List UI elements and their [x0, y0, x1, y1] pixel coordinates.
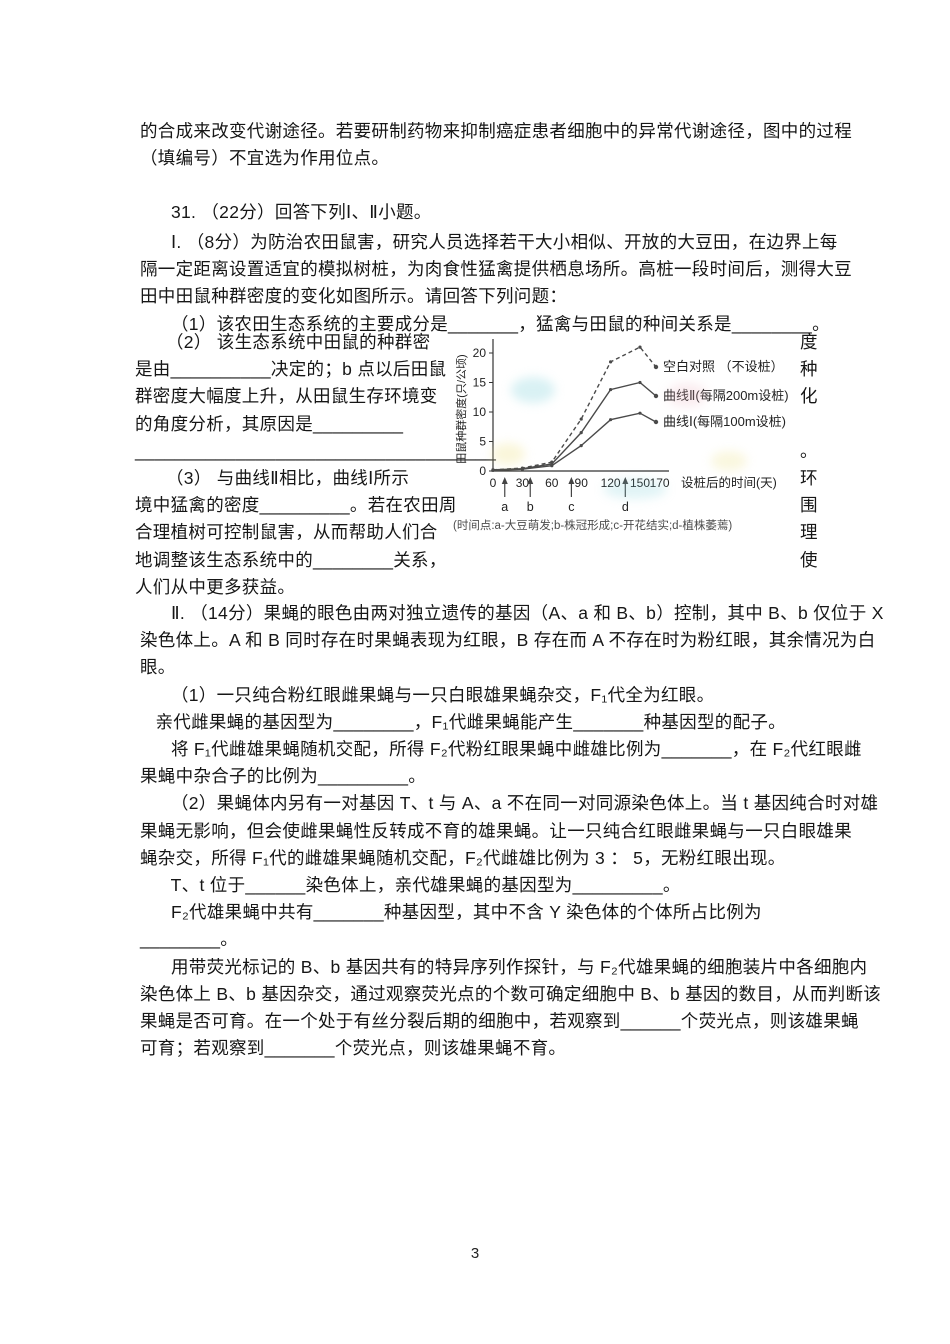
wrap-right-column: 度种化。环围理使 — [800, 329, 824, 601]
text-line: （3） 与曲线Ⅱ相比，曲线Ⅰ所示 — [135, 468, 410, 489]
x-tick-label: 60 — [545, 476, 559, 490]
text-line: F₂代雄果蝇中共有_______种基因型，其中不含 Y 染色体的个体所占比例为 — [140, 902, 762, 923]
y-tick-label: 15 — [473, 376, 487, 390]
text-line: （填编号）不宜选为作用位点。 — [140, 148, 390, 169]
text-line: （1）一只纯合粉红眼雌果蝇与一只白眼雄果蝇杂交，F₁代全为红眼。 — [140, 684, 715, 705]
text-line: 染色体上 B、b 基因杂交，通过观察荧光点的个数可确定细胞中 B、b 基因的数目… — [140, 983, 882, 1004]
text-line: 用带荧光标记的 B、b 基因共有的特异序列作探针，与 F₂代雄果蝇的细胞装片中各… — [140, 956, 868, 977]
text-line: Ⅱ. （14分）果蝇的眼色由两对独立遗传的基因（A、a 和 B、b）控制，其中 … — [140, 603, 884, 623]
wrap-left-column: （2） 该生态系统中田鼠的种群密 是由__________决定的；b 点以后田鼠群… — [135, 329, 497, 601]
x-tick-label: 90 — [575, 476, 589, 490]
y-tick-label: 5 — [479, 435, 486, 449]
text-line: 合理植树可控制鼠害，从而帮助人们合 — [135, 522, 438, 543]
text-line — [800, 574, 824, 601]
y-tick-label: 0 — [479, 464, 486, 478]
event-label: b — [527, 500, 534, 514]
text-line: 是由__________决定的；b 点以后田鼠 — [135, 359, 447, 380]
text-line: 度 — [800, 332, 818, 352]
event-arrow-icon — [527, 477, 534, 484]
x-tick-label: 120 — [601, 476, 621, 490]
text-line: 亲代雌果蝇的基因型为________，F₁代雌果蝇能产生_______种基因型的… — [140, 711, 786, 732]
part2-paragraphs: Ⅱ. （14分）果蝇的眼色由两对独立遗传的基因（A、a 和 B、b）控制，其中 … — [140, 600, 884, 1062]
text-line: T、t 位于______染色体上，亲代雄果蝇的基因型为_________。 — [140, 875, 681, 896]
text-line: （1）该农田生态系统的主要成分是_______，猛禽与田鼠的种间关系是_____… — [140, 313, 830, 334]
population-density-figure: 0 5 10 15 20 0 30 60 90 120 150 170 设桩后的时间(天) 田鼠种群密度(… — [453, 331, 803, 576]
legend-anchor-dot — [653, 364, 659, 370]
text-line — [800, 411, 824, 438]
text-line: 围 — [800, 495, 818, 516]
legend-label: 曲线Ⅰ(每隔100m设桩) — [663, 414, 786, 429]
event-label: a — [501, 500, 508, 514]
event-label: c — [568, 500, 574, 514]
text-line: 地调整该生态系统中的________关系， — [135, 549, 447, 570]
text-line: 隔一定距离设置适宜的模拟树桩，为肉食性猛禽提供栖息场所。高桩一段时间后，测得大豆 — [140, 259, 852, 280]
series-line — [492, 346, 657, 471]
text-line: 果蝇无影响，但会使雌果蝇性反转成不育的雄果蝇。让一只纯合红眼雌果蝇与一只白眼雄果 — [140, 820, 852, 841]
part1-intro: Ⅰ. （8分）为防治农田鼠害，研究人员选择若干大小相似、开放的大豆田，在边界上每… — [140, 229, 852, 338]
text-line: 的角度分析，其原因是_________ — [135, 413, 404, 434]
page-number: 3 — [470, 1245, 480, 1262]
series-line — [492, 381, 657, 471]
text-line: （2） 该生态系统中田鼠的种群密 — [135, 332, 431, 352]
y-tick-label: 10 — [473, 405, 487, 419]
text-line: 化 — [800, 386, 818, 407]
text-line: 的合成来改变代谢途径。若要研制药物来抑制癌症患者细胞中的异常代谢途径，图中的过程 — [140, 121, 852, 141]
y-axis-label: 田鼠种群密度(只/公顷) — [454, 354, 468, 463]
text-line: 使 — [800, 549, 818, 570]
x-tick-label: 30 — [516, 476, 530, 490]
text-line: 染色体上。A 和 B 同时存在时果蝇表现为红眼，B 存在而 A 不存在时为粉红眼… — [140, 630, 876, 651]
text-line: 群密度大幅度上升，从田鼠生存环境变 — [135, 386, 438, 407]
intro-paragraph: 的合成来改变代谢途径。若要研制药物来抑制癌症患者细胞中的异常代谢途径，图中的过程… — [140, 118, 852, 172]
event-arrow-icon — [622, 477, 629, 484]
line-chart: 0 5 10 15 20 0 30 60 90 120 150 170 设桩后的时间(天) 田鼠种群密度(… — [454, 339, 789, 514]
event-arrow-icon — [568, 477, 575, 484]
text-line: 种 — [800, 359, 818, 380]
event-arrow-icon — [501, 477, 508, 484]
legend-anchor-dot — [653, 419, 659, 425]
text-line: 蝇杂交，所得 F₁代的雌雄果蝇随机交配，F₂代雌雄比例为 3 ： 5，无粉红眼出… — [140, 847, 786, 868]
text-line: 将 F₁代雌雄果蝇随机交配，所得 F₂代粉红眼果蝇中雌雄比例为_______，在… — [140, 739, 862, 760]
text-line: 理 — [800, 522, 818, 543]
text-line: （2）果蝇体内另有一对基因 T、t 与 A、a 不在同一对同源染色体上。当 t … — [140, 793, 879, 814]
x-tick-label: 170 — [650, 476, 670, 490]
legend-label: 曲线Ⅱ(每隔200m设桩) — [663, 388, 789, 403]
text-line: 田中田鼠种群密度的变化如图所示。请回答下列问题： — [140, 286, 568, 307]
text-line: Ⅰ. （8分）为防治农田鼠害，研究人员选择若干大小相似、开放的大豆田，在边界上每 — [140, 232, 838, 252]
text-line: 人们从中更多获益。 — [135, 576, 296, 597]
y-tick-label: 20 — [473, 346, 487, 360]
text-line: 眼。 — [140, 657, 176, 678]
text-line: ________。 — [140, 929, 239, 950]
x-tick-label: 0 — [490, 476, 497, 490]
question-31-header: 31. （22分）回答下列Ⅰ、Ⅱ小题。 — [140, 202, 432, 222]
x-axis-label: 设桩后的时间(天) — [681, 475, 777, 490]
legend-label: 空白对照 （不设桩） — [663, 359, 784, 374]
figure-wrap-section: （2） 该生态系统中田鼠的种群密 是由__________决定的；b 点以后田鼠群… — [135, 329, 830, 601]
text-line: ____________________________________ — [135, 440, 497, 461]
series-line — [492, 412, 657, 472]
text-line: 境中猛禽的密度_________。若在农田周 — [135, 495, 457, 516]
figure-caption: (时间点:a-大豆萌发;b-株冠形成;c-开花结实;d-植株萎蔫) — [453, 520, 733, 532]
x-tick-label: 150 — [630, 476, 650, 490]
event-label: d — [622, 500, 629, 514]
legend-anchor-dot — [653, 393, 659, 399]
text-line: 果蝇是否可育。在一个处于有丝分裂后期的细胞中，若观察到______个荧光点，则该… — [140, 1011, 859, 1032]
text-line: 可育；若观察到_______个荧光点，则该雄果蝇不育。 — [140, 1038, 567, 1059]
text-line: 环 — [800, 468, 818, 488]
text-line: 。 — [800, 440, 818, 461]
text-line: 果蝇中杂合子的比例为_________。 — [140, 766, 427, 787]
